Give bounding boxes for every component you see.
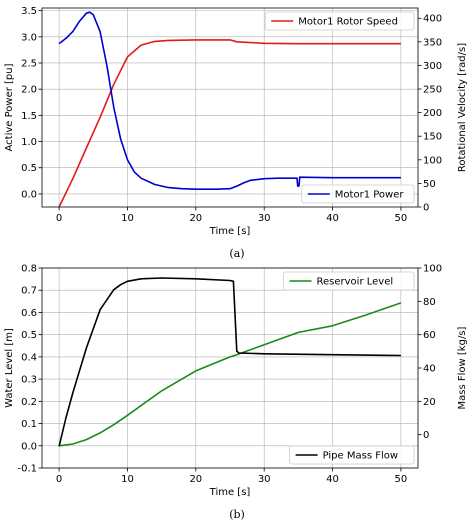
chart-b: 0 10 20 30 40 50 -0.1 0.0 0.1 0.2 0.3 0.4 0.5 0.6 0.7 0…	[4, 264, 468, 522]
x-tick-label: 10	[121, 474, 134, 485]
legend-label: Motor1 Rotor Speed	[298, 17, 398, 28]
y-right-tick-label: 250	[423, 85, 442, 96]
y-right-tick-label: 0	[423, 203, 429, 214]
y-right-tick-label: 100	[423, 155, 442, 166]
series-line-1	[59, 12, 401, 189]
y-left-tick-label: 0.1	[21, 419, 37, 430]
y-right-tick-label: 400	[423, 14, 442, 25]
x-tick-label: 50	[395, 474, 408, 485]
series-line-1	[59, 278, 401, 446]
legend-1: Motor1 Power	[302, 185, 414, 203]
x-tick-label: 0	[56, 474, 62, 485]
y-right-tick-label: 150	[423, 132, 442, 143]
x-axis-label: Time [s]	[209, 487, 251, 498]
x-tick-label: 30	[258, 213, 271, 224]
y-right-tick-label: 60	[423, 330, 436, 341]
y-left-tick-label: -0.1	[17, 464, 37, 475]
y-right-tick-label: 40	[423, 364, 436, 375]
y-left-tick-label: 0.8	[21, 264, 37, 275]
y-left-tick-label: 0.4	[21, 352, 37, 363]
y-left-tick-label: 0.7	[21, 286, 37, 297]
figure-caption: (a)	[229, 247, 244, 260]
y-left-tick-label: 0.0	[21, 189, 37, 200]
x-tick-label: 40	[326, 213, 339, 224]
y-left-axis-label: Water Level [m]	[4, 328, 15, 408]
y-right-tick-label: 50	[423, 179, 436, 190]
y-left-tick-label: 1.5	[21, 111, 37, 122]
y-left-axis-label: Active Power [pu]	[4, 63, 15, 151]
y-right-tick-label: 300	[423, 61, 442, 72]
figure-caption: (b)	[229, 508, 245, 521]
y-right-tick-label: 20	[423, 397, 436, 408]
y-right-tick-label: 100	[423, 264, 442, 275]
x-tick-label: 20	[189, 474, 202, 485]
y-left-tick-label: 0.3	[21, 375, 37, 386]
y-right-tick-label: 200	[423, 108, 442, 119]
y-left-tick-label: 3.5	[21, 6, 37, 17]
y-left-tick-label: 0.0	[21, 441, 37, 452]
y-right-tick-label: 350	[423, 37, 442, 48]
legend-0: Reservoir Level	[284, 272, 415, 290]
x-tick-label: 40	[326, 474, 339, 485]
y-right-axis-label: Mass Flow [kg/s]	[457, 326, 468, 409]
x-tick-label: 30	[258, 474, 271, 485]
y-left-tick-label: 0.5	[21, 163, 37, 174]
legend-0: Motor1 Rotor Speed	[265, 12, 414, 30]
series-line-0	[59, 303, 401, 446]
legend-1: Pipe Mass Flow	[290, 446, 414, 464]
chart-a: 0 10 20 30 40 50 0.0 0.5 1.0 1.5 2.0 2.5 3.0 3.5 0 50 10…	[4, 6, 468, 260]
x-tick-label: 50	[395, 213, 408, 224]
y-left-tick-label: 0.2	[21, 397, 37, 408]
y-right-axis-label: Rotational Velocity [rad/s]	[457, 43, 468, 172]
y-left-tick-label: 2.5	[21, 58, 37, 69]
plot-frame	[42, 268, 418, 468]
x-tick-label: 20	[189, 213, 202, 224]
legend-label: Reservoir Level	[317, 277, 394, 288]
y-right-tick-label: 80	[423, 297, 436, 308]
y-left-tick-label: 0.5	[21, 330, 37, 341]
legend-label: Motor1 Power	[335, 190, 405, 201]
y-right-tick-label: 0	[423, 430, 429, 441]
legend-label: Pipe Mass Flow	[323, 451, 398, 462]
series-line-0	[59, 40, 401, 207]
y-left-tick-label: 0.6	[21, 308, 37, 319]
x-tick-label: 10	[121, 213, 134, 224]
x-axis-label: Time [s]	[209, 226, 251, 237]
y-left-tick-label: 1.0	[21, 137, 37, 148]
y-left-tick-label: 3.0	[21, 32, 37, 43]
y-left-tick-label: 2.0	[21, 85, 37, 96]
x-tick-label: 0	[56, 213, 62, 224]
